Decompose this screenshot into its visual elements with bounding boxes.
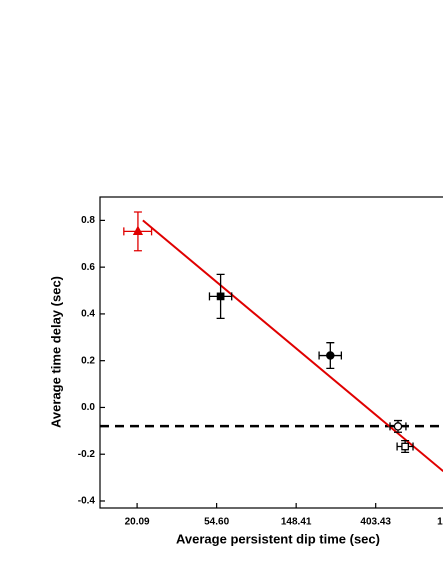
- y-axis-label: Average time delay (sec): [48, 276, 63, 428]
- fit-line: [142, 219, 443, 473]
- y-tick-label: -0.4: [78, 496, 96, 507]
- y-tick-label: 0.6: [81, 262, 95, 273]
- x-tick-label: 54.60: [204, 517, 229, 528]
- marker: [326, 351, 335, 360]
- x-tick-label: 20.09: [125, 517, 150, 528]
- marker: [401, 442, 409, 451]
- x-axis-label: Average persistent dip time (sec): [176, 531, 380, 546]
- y-tick-label: 0.0: [81, 402, 95, 413]
- plot-frame: [99, 196, 443, 509]
- marker: [393, 422, 403, 431]
- marker: [132, 225, 144, 236]
- x-tick-label: 1096.63: [437, 517, 443, 528]
- y-tick-label: 0.2: [81, 355, 95, 366]
- marker: [216, 292, 225, 301]
- y-tick-label: -0.2: [78, 449, 96, 460]
- x-tick-label: 148.41: [281, 517, 312, 528]
- x-tick-label: 403.43: [360, 517, 391, 528]
- y-tick-label: 0.4: [81, 309, 95, 320]
- y-tick-label: 0.8: [81, 215, 95, 226]
